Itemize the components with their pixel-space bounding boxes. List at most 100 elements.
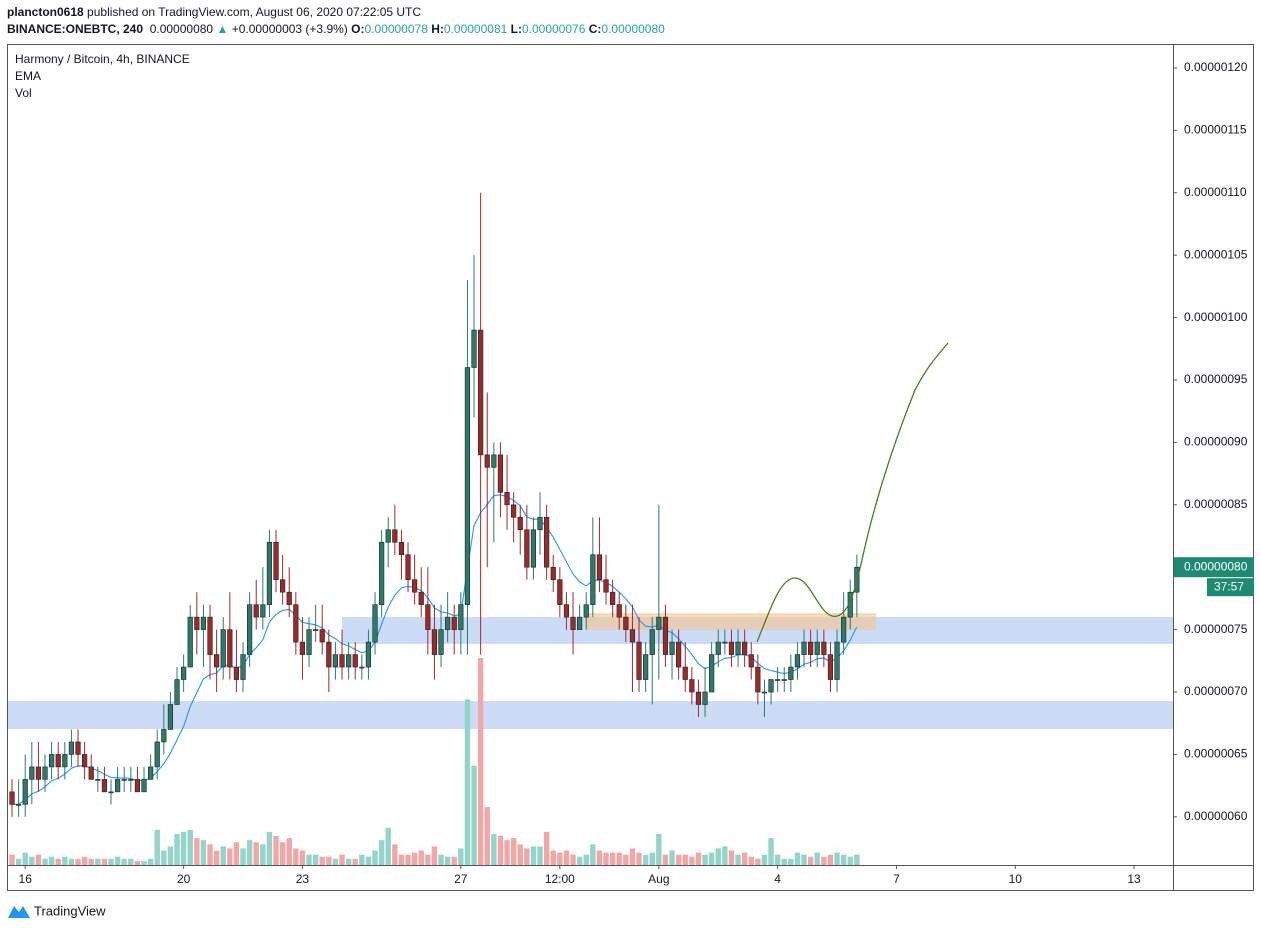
- volume-bar: [286, 838, 292, 865]
- candle-body: [841, 616, 847, 643]
- l: 0.00000076: [521, 22, 586, 36]
- volume-bar: [616, 852, 622, 865]
- o-label: O:: [351, 22, 365, 36]
- volume-bar: [273, 836, 279, 865]
- header: plancton0618 published on TradingView.co…: [7, 4, 665, 38]
- volume-bar: [398, 854, 405, 865]
- volume-bar: [15, 858, 22, 865]
- candle-body: [550, 566, 556, 580]
- volume-bar: [385, 827, 391, 865]
- candle-body: [319, 629, 325, 643]
- candle-body: [398, 541, 405, 556]
- volume-bar: [530, 846, 537, 865]
- c-label: C:: [588, 22, 602, 36]
- volume-bar: [200, 840, 207, 865]
- candle-body: [662, 616, 669, 655]
- volume-bar: [715, 848, 721, 865]
- volume-bar: [180, 831, 187, 865]
- candle-body: [794, 654, 801, 668]
- volume-bar: [807, 856, 814, 865]
- publisher: plancton0618: [7, 5, 84, 19]
- candle-body: [49, 754, 55, 768]
- y-tick-label: 0.00000085: [1184, 497, 1248, 511]
- volume-bar: [438, 854, 444, 865]
- zone: [8, 701, 1173, 729]
- volume-bar: [491, 833, 497, 865]
- volume-bar: [471, 765, 477, 865]
- volume-bar: [847, 856, 853, 865]
- plot: [9, 192, 860, 865]
- candle-body: [755, 666, 761, 693]
- volume-bar: [524, 848, 530, 865]
- x-tick-label: 13: [1127, 872, 1141, 886]
- x-tick-label: 20: [177, 872, 191, 886]
- candle-body: [801, 641, 807, 655]
- volume-bar: [405, 854, 411, 865]
- candle-body: [669, 641, 675, 655]
- volume-bar: [504, 840, 510, 865]
- h-label: H:: [431, 22, 444, 36]
- candle-body: [471, 329, 477, 368]
- candle-body: [161, 729, 167, 743]
- volume-bar: [722, 846, 728, 865]
- candle-body: [629, 629, 636, 643]
- volume-bar: [682, 854, 688, 865]
- volume-bar: [510, 838, 517, 865]
- candle-body: [82, 754, 88, 768]
- candle-body: [775, 679, 781, 681]
- volume-bar: [411, 852, 418, 865]
- candle-body: [722, 641, 728, 644]
- candle-body: [715, 641, 721, 655]
- candle-body: [365, 641, 372, 668]
- candle-body: [728, 641, 735, 655]
- volume-bar: [451, 856, 457, 865]
- candle-body: [676, 641, 682, 668]
- change: +0.00000003 (+3.9%): [231, 22, 348, 36]
- candle-body: [511, 504, 517, 518]
- volume-bar: [827, 854, 834, 865]
- x-tick-label: 16: [19, 872, 33, 886]
- candle-body: [62, 754, 68, 768]
- volume-bar: [246, 840, 253, 865]
- volume-bar: [326, 856, 332, 865]
- volume-bar: [392, 844, 398, 865]
- candle-body: [590, 554, 596, 605]
- candle-body: [220, 629, 226, 668]
- candle-body: [418, 591, 424, 605]
- l-label: L:: [510, 22, 522, 36]
- candle-body: [174, 679, 180, 705]
- x-tick-label: 4: [774, 872, 781, 886]
- volume-bar: [728, 850, 735, 865]
- candle-body: [464, 367, 471, 605]
- candle-body: [181, 666, 187, 680]
- candle-body: [643, 654, 649, 680]
- candle-body: [544, 516, 550, 568]
- volume-bar: [425, 854, 431, 865]
- volume-bar: [768, 838, 774, 865]
- y-tick-label: 0.00000090: [1184, 435, 1248, 449]
- volume-bar: [464, 699, 471, 865]
- volume-bar: [814, 852, 820, 865]
- volume-bar: [563, 850, 570, 865]
- volume-bar: [484, 807, 490, 865]
- last-price-box: [1174, 557, 1254, 578]
- volume-bar: [319, 856, 325, 865]
- candle-body: [286, 591, 292, 605]
- volume-bar: [227, 848, 233, 865]
- volume-bar: [662, 854, 669, 865]
- candle-body: [623, 616, 629, 630]
- candle-body: [207, 616, 213, 655]
- candle-body: [577, 616, 583, 630]
- candle-body: [214, 654, 220, 668]
- candle-body: [610, 591, 616, 605]
- volume-bar: [359, 854, 365, 865]
- volume-bar: [194, 838, 200, 865]
- candle-body: [530, 529, 537, 568]
- candle-body: [95, 779, 101, 781]
- volume-bar: [279, 842, 286, 865]
- volume-bar: [583, 854, 589, 865]
- candle-body: [557, 579, 563, 605]
- volume-bar: [48, 856, 55, 865]
- volume-bar: [306, 854, 312, 865]
